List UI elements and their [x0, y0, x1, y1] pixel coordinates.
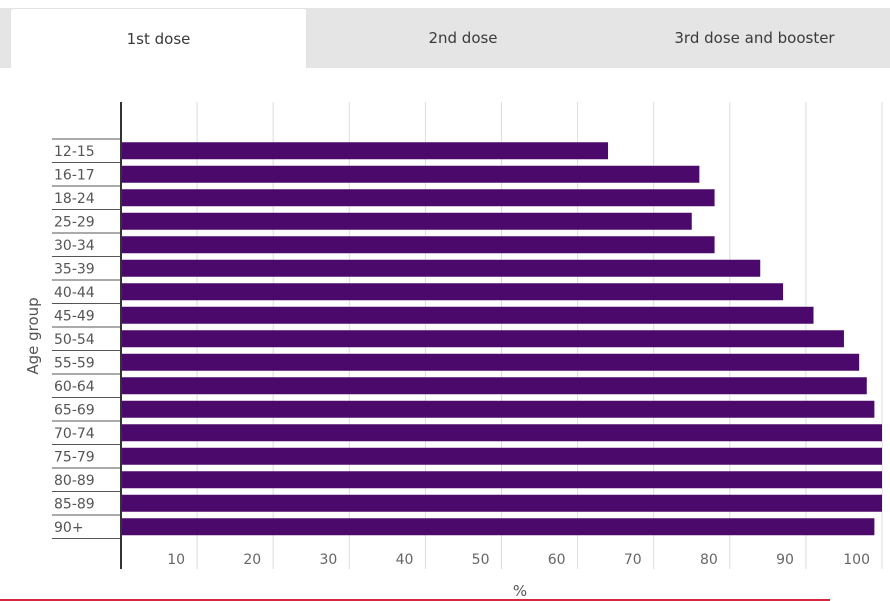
x-tick-label: 10	[167, 552, 185, 568]
x-tick-label: 50	[472, 552, 490, 568]
category-label: 75-79	[54, 449, 95, 465]
x-tick-label: 30	[319, 552, 337, 568]
tab-2nd-dose[interactable]: 2nd dose	[307, 8, 619, 68]
y-axis-label: Age group	[24, 297, 42, 374]
bar	[122, 353, 860, 371]
bar	[122, 142, 609, 160]
dose-tabs: 1st dose 2nd dose 3rd dose and booster	[0, 0, 890, 68]
vaccination-bar-chart: 12-15 16-17 18-24 25-29 30-34 35-39 40-44 45-49…	[24, 102, 883, 600]
category-label: 55-59	[54, 355, 95, 371]
x-tick-label: 100	[843, 552, 870, 568]
x-tick-label: 80	[700, 552, 718, 568]
bar	[122, 424, 882, 442]
bar	[122, 330, 844, 348]
accent-divider	[0, 599, 830, 601]
category-label: 45-49	[54, 308, 95, 324]
bar	[122, 259, 761, 277]
x-tick-label: 90	[776, 552, 794, 568]
x-tick-label: 70	[624, 552, 642, 568]
bar	[122, 447, 882, 465]
category-label: 12-15	[54, 144, 95, 160]
category-label: 80-89	[54, 473, 95, 489]
x-tick-label: 60	[548, 552, 566, 568]
category-label: 70-74	[54, 426, 95, 442]
bar	[122, 236, 715, 254]
category-label: 16-17	[54, 167, 95, 183]
bar	[122, 377, 867, 395]
tab-1st-dose[interactable]: 1st dose	[10, 8, 307, 68]
bar	[122, 165, 700, 183]
category-label: 35-39	[54, 261, 95, 277]
bar	[122, 189, 715, 207]
category-label: 65-69	[54, 402, 95, 418]
category-label: 30-34	[54, 238, 95, 254]
bar	[122, 400, 875, 418]
category-label: 18-24	[54, 191, 95, 207]
x-axis-label: %	[513, 582, 527, 600]
category-label: 25-29	[54, 214, 95, 230]
category-label: 40-44	[54, 285, 95, 301]
bar	[122, 306, 814, 324]
bar	[122, 518, 875, 536]
x-tick-label: 40	[396, 552, 414, 568]
category-label: 50-54	[54, 332, 95, 348]
tab-3rd-dose-and-booster[interactable]: 3rd dose and booster	[619, 8, 890, 68]
bar	[122, 494, 882, 512]
bar	[122, 283, 784, 301]
category-label: 90+	[54, 520, 84, 536]
category-label: 60-64	[54, 379, 95, 395]
bar	[122, 471, 882, 489]
category-label: 85-89	[54, 496, 95, 512]
bar	[122, 212, 692, 230]
x-tick-label: 20	[243, 552, 261, 568]
